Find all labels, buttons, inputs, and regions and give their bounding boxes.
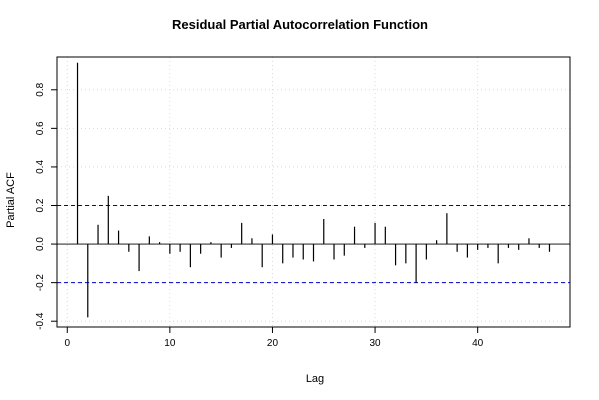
plot-frame — [56, 56, 571, 328]
x-tick-label: 30 — [369, 338, 381, 349]
confidence-lines — [57, 205, 570, 284]
grid-lines — [57, 57, 570, 327]
x-tick-label: 0 — [64, 338, 70, 349]
pacf-bars — [76, 62, 551, 318]
y-tick-label: 0.0 — [35, 237, 46, 251]
x-axis: 0 10 20 30 40 — [64, 327, 484, 349]
chart-title: Residual Partial Autocorrelation Functio… — [172, 17, 428, 32]
y-tick-label: 0.2 — [35, 198, 46, 212]
y-tick-label: 0.6 — [35, 121, 46, 135]
x-tick-label: 10 — [164, 338, 176, 349]
y-axis-label: Partial ACF — [5, 172, 17, 228]
x-tick-label: 20 — [267, 338, 279, 349]
y-tick-label: -0.4 — [35, 312, 46, 330]
y-tick-label: 0.8 — [35, 82, 46, 96]
x-tick-label: 40 — [472, 338, 484, 349]
y-tick-label: -0.2 — [35, 274, 46, 292]
y-axis: -0.4 -0.2 0.0 0.2 0.4 0.6 0.8 — [35, 82, 57, 330]
x-axis-label: Lag — [306, 373, 324, 385]
y-tick-label: 0.4 — [35, 160, 46, 174]
